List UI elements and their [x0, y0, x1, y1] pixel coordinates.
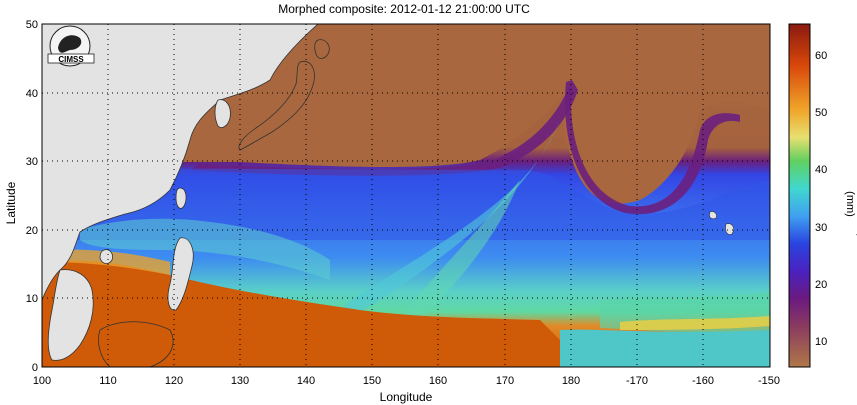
x-tick: -170 — [626, 375, 648, 387]
x-tick: 100 — [33, 375, 51, 387]
y-tick: 40 — [26, 88, 38, 100]
x-tick: 150 — [363, 375, 381, 387]
x-tick: -160 — [692, 375, 714, 387]
cimss-logo: CIMSS — [47, 25, 95, 67]
x-tick: 130 — [231, 375, 249, 387]
map-title: Morphed composite: 2012-01-12 21:00:00 U… — [278, 2, 530, 16]
x-tick: 160 — [429, 375, 447, 387]
y-tick: 10 — [26, 293, 38, 305]
y-tick: 0 — [32, 362, 38, 374]
y-tick: 20 — [26, 225, 38, 237]
x-tick: 140 — [297, 375, 315, 387]
x-tick: 180 — [562, 375, 580, 387]
tpw-field — [42, 24, 770, 367]
y-tick: 30 — [26, 156, 38, 168]
colorbar-tick: 10 — [815, 336, 827, 348]
colorbar: 10 20 30 40 50 60 — [788, 23, 827, 368]
colorbar-tick: 40 — [815, 164, 827, 176]
logo-text: CIMSS — [58, 55, 84, 64]
x-axis-label: Longitude — [379, 390, 433, 404]
colorbar-tick: 50 — [815, 107, 827, 119]
x-tick: 170 — [496, 375, 514, 387]
y-tick: 50 — [26, 19, 38, 31]
colorbar-tick: 30 — [815, 222, 827, 234]
plot-frame — [41, 23, 771, 368]
colorbar-tick: 20 — [815, 279, 827, 291]
y-tick-labels: 0 10 20 30 40 50 — [26, 19, 38, 374]
x-tick-labels: 100 110 120 130 140 150 160 170 180 -170… — [33, 375, 780, 387]
x-tick: 120 — [165, 375, 183, 387]
colorbar-tick: 60 — [815, 50, 827, 62]
x-tick: -150 — [758, 375, 780, 387]
x-tick: 110 — [99, 375, 117, 387]
grid-lines — [42, 24, 770, 367]
